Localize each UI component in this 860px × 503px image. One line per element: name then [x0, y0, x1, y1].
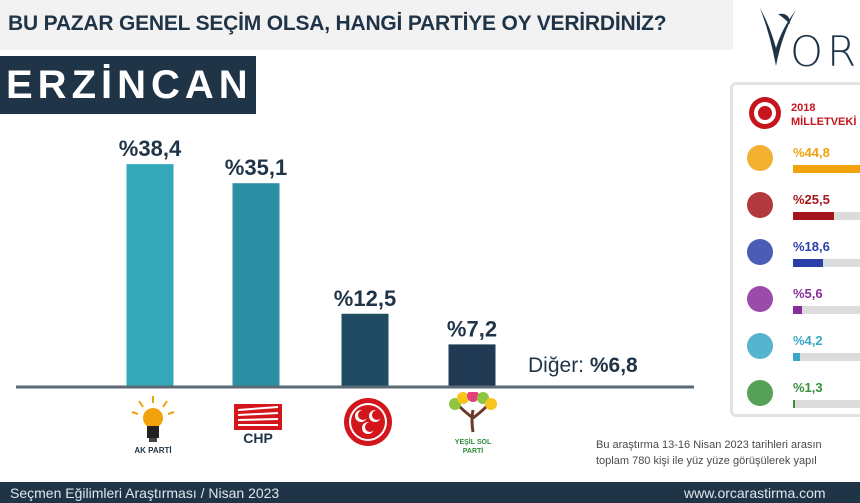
six-arrows-icon: [747, 192, 773, 218]
panel-row-bar: [793, 353, 800, 361]
orc-logo-icon: [760, 8, 796, 66]
footer-survey-title: Seçmen Eğilimleri Araştırması / Nisan 20…: [10, 485, 280, 501]
footer-bar: Seçmen Eğilimleri Araştırması / Nisan 20…: [0, 482, 860, 503]
panel-row-value: %1,3: [793, 380, 823, 395]
city-banner: [0, 56, 256, 114]
chp-label: CHP: [243, 430, 273, 446]
brand-name: ORC: [790, 27, 860, 76]
tree-icon: [747, 286, 773, 312]
bar-value-label: %12,5: [334, 286, 396, 311]
bar-2: [232, 183, 280, 386]
panel-row-bar: [793, 306, 802, 314]
other-text: Diğer:: [528, 354, 585, 377]
bar-value-label: %35,1: [225, 155, 287, 180]
panel-row-track: [793, 212, 860, 220]
ysp-label-line1: YEŞİL SOL: [454, 439, 492, 446]
panel-row-value: %4,2: [793, 333, 823, 348]
panel-title-label: MİLLETVEKİ: [791, 116, 857, 128]
lightbulb-icon: [747, 145, 773, 171]
bar-4: [448, 344, 496, 386]
chp-logo: CHP: [218, 394, 298, 462]
panel-row-value: %5,6: [793, 286, 823, 301]
panel-row-value: %25,5: [793, 192, 830, 207]
panel-row-track: [793, 165, 860, 173]
panel-row-track: [793, 259, 860, 267]
panel-row: %4,2: [743, 331, 860, 375]
parliament-emblem-icon: [749, 97, 781, 129]
bar-value-label: %38,4: [119, 136, 182, 161]
panel-row: %1,3: [743, 378, 860, 422]
results-2018-panel: 2018 MİLLETVEKİ %44,8 %25,5 %18,6 %5,6 %4,2%…: [730, 82, 860, 417]
note-line-2: toplam 780 kişi ile yüz yüze görüşülerek…: [596, 455, 817, 467]
tree-icon: [449, 390, 497, 433]
panel-row-track: [793, 400, 860, 408]
panel-row: %5,6: [743, 284, 860, 328]
ysp-label-line2: PARTİ: [462, 448, 484, 455]
crescents-icon: [344, 398, 392, 446]
panel-row-bar: [793, 165, 860, 173]
lightbulb-icon: [131, 396, 175, 442]
note-line-1: Bu araştırma 13-16 Nisan 2023 tarihleri …: [596, 439, 822, 451]
panel-row-bar: [793, 259, 823, 267]
other-icon: [747, 380, 773, 406]
panel-row: %18,6: [743, 237, 860, 281]
bar-1: [126, 164, 174, 386]
panel-row-value: %44,8: [793, 145, 830, 160]
survey-question: BU PAZAR GENEL SEÇİM OLSA, HANGİ PARTİYE…: [8, 12, 667, 35]
panel-row-value: %18,6: [793, 239, 830, 254]
akp-label: AK PARTİ: [134, 446, 172, 455]
panel-row-bar: [793, 400, 796, 408]
panel-row: %25,5: [743, 190, 860, 234]
ysp-logo: YEŞİL SOL PARTİ: [433, 390, 513, 460]
panel-row-bar: [793, 212, 834, 220]
footer-website: www.orcarastirma.com: [684, 485, 826, 501]
methodology-note: Bu araştırma 13-16 Nisan 2023 tarihleri …: [596, 437, 822, 469]
bar-value-label: %7,2: [447, 316, 497, 341]
akp-logo: AK PARTİ: [113, 394, 193, 462]
panel-row-track: [793, 353, 860, 361]
sun-icon: [747, 333, 773, 359]
mhp-logo: [328, 394, 408, 462]
six-arrows-icon: [234, 404, 282, 430]
bar-chart: %38,4 %35,1 %12,5 %7,2: [16, 136, 694, 389]
panel-title-year: 2018: [791, 102, 816, 114]
city-name: ERZİNCAN: [6, 63, 253, 107]
panel-row: %44,8: [743, 143, 860, 187]
crescents-icon: [747, 239, 773, 265]
panel-title: 2018 MİLLETVEKİ: [791, 101, 856, 129]
panel-row-track: [793, 306, 860, 314]
other-label: Diğer: %6,8: [528, 354, 638, 378]
other-value: %6,8: [589, 354, 638, 377]
question-banner: BU PAZAR GENEL SEÇİM OLSA, HANGİ PARTİYE…: [0, 0, 733, 50]
bar-3: [341, 313, 389, 386]
